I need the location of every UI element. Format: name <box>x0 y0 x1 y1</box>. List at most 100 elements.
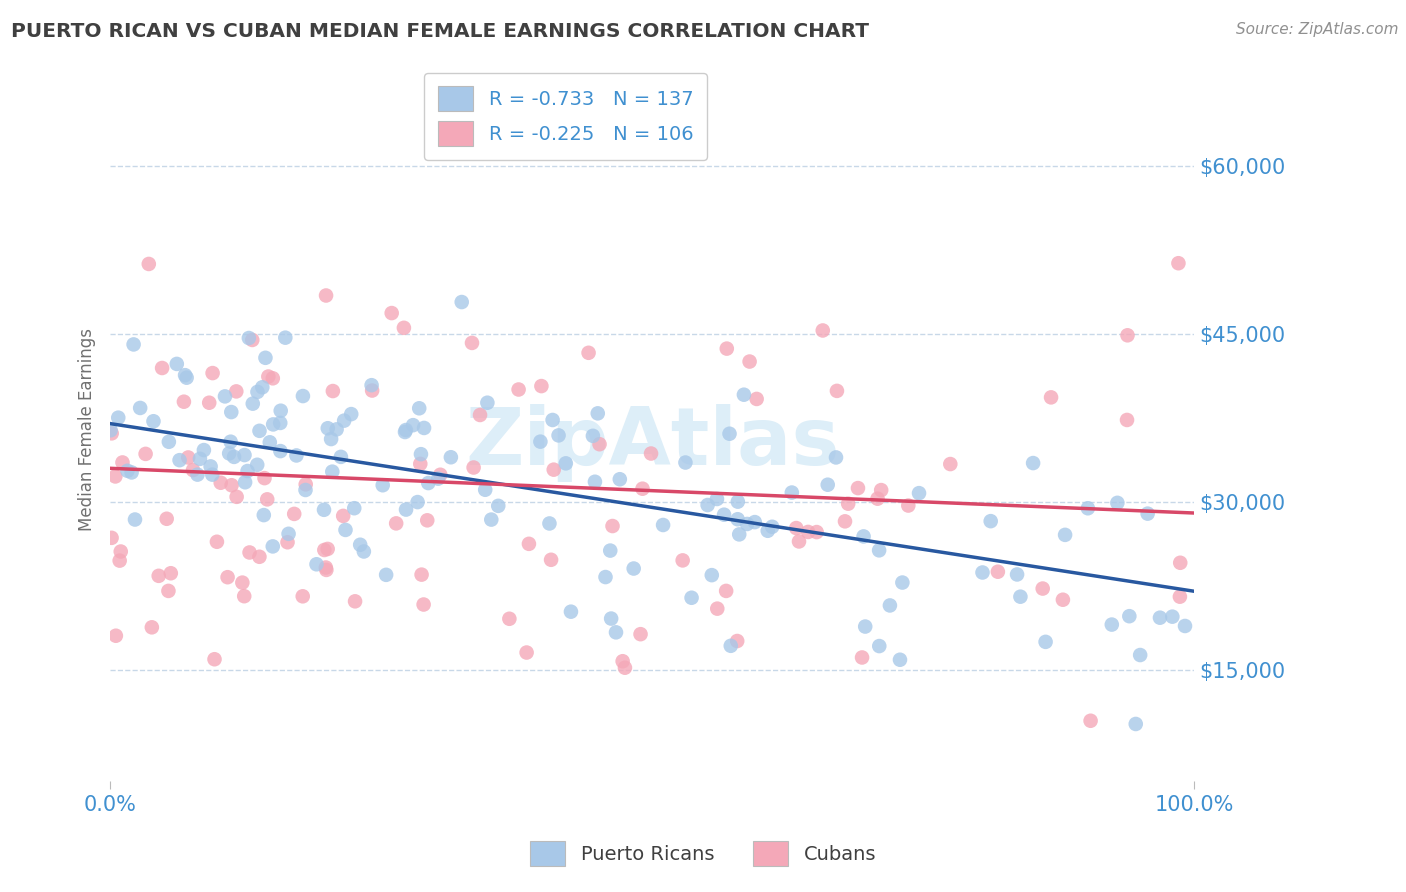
Point <box>725 634 748 648</box>
Point <box>889 653 911 667</box>
Point <box>392 321 415 335</box>
Point <box>474 483 496 497</box>
Point <box>1080 714 1102 728</box>
Point <box>257 369 280 384</box>
Point <box>586 406 609 420</box>
Point <box>150 361 173 376</box>
Point <box>231 575 253 590</box>
Point <box>360 378 382 392</box>
Point <box>316 421 339 435</box>
Point <box>214 389 236 403</box>
Point <box>124 512 146 526</box>
Point <box>277 535 299 549</box>
Point <box>325 422 347 436</box>
Point <box>516 646 538 660</box>
Point <box>744 515 766 529</box>
Point <box>972 566 994 580</box>
Point <box>600 611 623 625</box>
Point <box>148 569 170 583</box>
Point <box>238 545 260 559</box>
Point <box>117 464 139 478</box>
Point <box>177 450 200 465</box>
Point <box>285 449 308 463</box>
Point <box>780 485 803 500</box>
Point <box>718 426 741 441</box>
Point <box>825 450 848 465</box>
Point <box>547 428 569 442</box>
Point <box>612 654 634 668</box>
Point <box>578 346 600 360</box>
Point <box>631 482 654 496</box>
Point <box>583 475 606 489</box>
Point <box>236 464 259 478</box>
Point <box>110 544 132 558</box>
Point <box>1129 648 1152 662</box>
Point <box>209 475 232 490</box>
Point <box>609 472 631 486</box>
Point <box>283 507 305 521</box>
Point <box>413 421 436 435</box>
Text: ZipAtlas: ZipAtlas <box>465 404 839 483</box>
Point <box>868 543 890 558</box>
Point <box>477 395 499 409</box>
Point <box>333 414 356 428</box>
Point <box>498 612 520 626</box>
Point <box>205 534 228 549</box>
Point <box>218 446 240 460</box>
Point <box>1116 413 1139 427</box>
Point <box>728 527 751 541</box>
Point <box>811 323 834 337</box>
Point <box>371 478 394 492</box>
Point <box>270 403 292 417</box>
Point <box>100 426 122 441</box>
Legend: R = -0.733   N = 137, R = -0.225   N = 106: R = -0.733 N = 137, R = -0.225 N = 106 <box>425 72 707 160</box>
Point <box>142 414 165 428</box>
Point <box>395 502 418 516</box>
Point <box>259 435 281 450</box>
Point <box>727 494 749 508</box>
Point <box>797 524 820 539</box>
Point <box>588 437 610 451</box>
Point <box>169 453 191 467</box>
Point <box>1101 617 1123 632</box>
Point <box>468 408 491 422</box>
Point <box>543 463 565 477</box>
Point <box>315 288 337 302</box>
Point <box>335 523 357 537</box>
Point <box>176 370 198 384</box>
Point <box>1052 592 1074 607</box>
Point <box>100 423 122 437</box>
Point <box>222 450 245 464</box>
Point <box>166 357 188 371</box>
Point <box>141 620 163 634</box>
Point <box>517 537 540 551</box>
Point <box>1174 619 1197 633</box>
Point <box>672 553 695 567</box>
Point <box>834 514 856 528</box>
Text: Source: ZipAtlas.com: Source: ZipAtlas.com <box>1236 22 1399 37</box>
Point <box>554 456 576 470</box>
Point <box>252 380 274 394</box>
Point <box>198 395 221 409</box>
Point <box>761 520 783 534</box>
Point <box>122 337 145 351</box>
Point <box>406 495 429 509</box>
Point <box>157 583 180 598</box>
Point <box>394 425 416 439</box>
Point <box>1167 256 1189 270</box>
Point <box>613 661 636 675</box>
Point <box>408 401 430 416</box>
Point <box>714 583 737 598</box>
Point <box>1077 501 1099 516</box>
Point <box>269 444 291 458</box>
Point <box>1054 528 1077 542</box>
Point <box>186 467 208 482</box>
Point <box>1040 390 1063 404</box>
Point <box>240 333 263 347</box>
Point <box>706 601 728 615</box>
Point <box>107 410 129 425</box>
Point <box>322 384 344 398</box>
Point <box>870 483 893 497</box>
Point <box>159 566 181 581</box>
Point <box>479 512 502 526</box>
